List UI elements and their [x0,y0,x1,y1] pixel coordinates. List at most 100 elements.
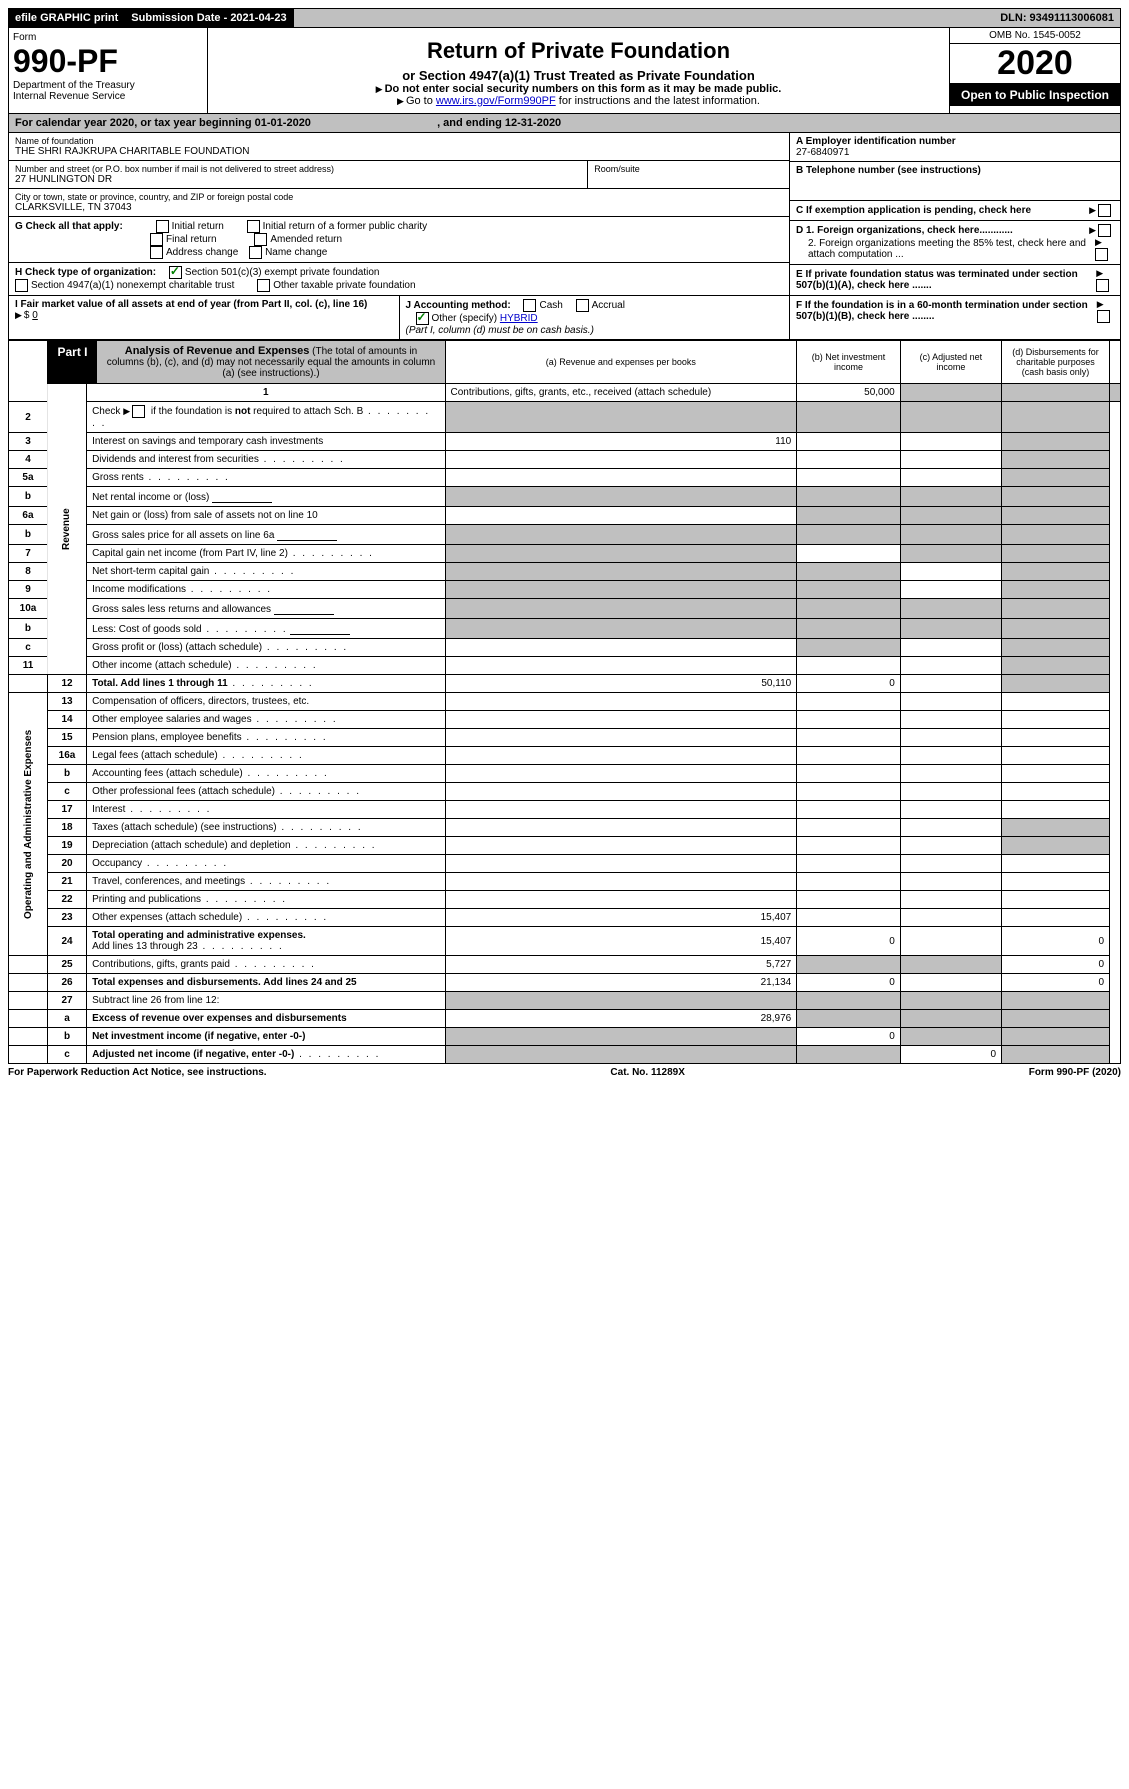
chk-addr-change[interactable] [150,246,163,259]
form-label: Form [13,32,203,43]
table-row: 14Other employee salaries and wages [9,711,1121,729]
chk-4947[interactable] [15,279,28,292]
chk-initial[interactable] [156,220,169,233]
table-row: aExcess of revenue over expenses and dis… [9,1010,1121,1028]
open-public: Open to Public Inspection [950,84,1120,106]
table-row: 26Total expenses and disbursements. Add … [9,974,1121,992]
irs-label: Internal Revenue Service [13,91,203,102]
tax-year: 2020 [950,44,1120,84]
table-row: Operating and Administrative Expenses 13… [9,693,1121,711]
table-row: bGross sales price for all assets on lin… [9,525,1121,545]
irs-link[interactable]: www.irs.gov/Form990PF [436,95,556,107]
hybrid-link[interactable]: HYBRID [500,313,538,324]
chk-other-tax[interactable] [257,279,270,292]
section-f: F If the foundation is in a 60-month ter… [790,296,1120,326]
phone-cell: B Telephone number (see instructions) [790,162,1120,201]
chk-f[interactable] [1097,310,1110,323]
table-row: bLess: Cost of goods sold [9,619,1121,639]
calendar-year-row: For calendar year 2020, or tax year begi… [9,114,1120,133]
form-subtitle: or Section 4947(a)(1) Trust Treated as P… [214,68,943,83]
table-row: 18Taxes (attach schedule) (see instructi… [9,819,1121,837]
form-title: Return of Private Foundation [214,38,943,64]
section-e: E If private foundation status was termi… [790,265,1120,296]
chk-c[interactable] [1098,204,1111,217]
table-row: bNet investment income (if negative, ent… [9,1028,1121,1046]
header-left: Form 990-PF Department of the Treasury I… [9,28,208,113]
footer: For Paperwork Reduction Act Notice, see … [8,1064,1121,1081]
ein-cell: A Employer identification number 27-6840… [790,133,1120,162]
table-row: 3Interest on savings and temporary cash … [9,433,1121,451]
table-row: 27Subtract line 26 from line 12: [9,992,1121,1010]
info-section: For calendar year 2020, or tax year begi… [8,114,1121,340]
table-row: Revenue 1 Contributions, gifts, grants, … [9,384,1121,402]
part1-title: Analysis of Revenue and Expenses (The to… [97,341,444,383]
submission-date: Submission Date - 2021-04-23 [125,9,293,27]
chk-501c3[interactable] [169,266,182,279]
table-row: 12Total. Add lines 1 through 1150,1100 [9,675,1121,693]
chk-final[interactable] [150,233,163,246]
efile-label[interactable]: efile GRAPHIC print [9,9,125,27]
chk-e[interactable] [1096,279,1109,292]
footer-left: For Paperwork Reduction Act Notice, see … [8,1067,267,1078]
table-row: 22Printing and publications [9,891,1121,909]
chk-initial-former[interactable] [247,220,260,233]
expenses-side-label: Operating and Administrative Expenses [9,693,48,956]
dln: DLN: 93491113006081 [994,9,1120,27]
table-row: 19Depreciation (attach schedule) and dep… [9,837,1121,855]
section-c: C If exemption application is pending, c… [790,201,1120,221]
form-header: Form 990-PF Department of the Treasury I… [8,28,1121,114]
chk-d1[interactable] [1098,224,1111,237]
table-row: 25Contributions, gifts, grants paid5,727… [9,956,1121,974]
section-h: H Check type of organization: Section 50… [9,263,789,296]
table-row: 9Income modifications [9,581,1121,599]
address-cell: Number and street (or P.O. box number if… [9,161,587,189]
table-row: 4Dividends and interest from securities [9,451,1121,469]
chk-accrual[interactable] [576,299,589,312]
table-row: 24Total operating and administrative exp… [9,927,1121,956]
col-c-header: (c) Adjusted net income [900,341,1001,384]
col-a-header: (a) Revenue and expenses per books [445,341,797,384]
part1-tag: Part I [47,341,97,383]
info-side: A Employer identification number 27-6840… [789,133,1120,339]
part1-table: Part I Analysis of Revenue and Expenses … [8,340,1121,1064]
room-cell: Room/suite [587,161,789,189]
table-row: 10aGross sales less returns and allowanc… [9,599,1121,619]
omb-number: OMB No. 1545-0052 [950,28,1120,44]
section-i: I Fair market value of all assets at end… [9,296,399,339]
section-g: G Check all that apply: Initial return I… [9,217,789,263]
chk-name-change[interactable] [249,246,262,259]
table-row: cOther professional fees (attach schedul… [9,783,1121,801]
table-row: 17Interest [9,801,1121,819]
form-number: 990-PF [13,43,203,80]
table-row: 16aLegal fees (attach schedule) [9,747,1121,765]
info-main: Name of foundation THE SHRI RAJKRUPA CHA… [9,133,789,339]
city-cell: City or town, state or province, country… [9,189,789,217]
chk-sch-b[interactable] [132,405,145,418]
table-row: 11Other income (attach schedule) [9,657,1121,675]
footer-mid: Cat. No. 11289X [610,1067,684,1078]
table-row: 5aGross rents [9,469,1121,487]
dept-label: Department of the Treasury [13,80,203,91]
table-row: 7Capital gain net income (from Part IV, … [9,545,1121,563]
table-row: 6aNet gain or (loss) from sale of assets… [9,507,1121,525]
table-row: bNet rental income or (loss) [9,487,1121,507]
footer-right: Form 990-PF (2020) [1029,1067,1121,1078]
col-b-header: (b) Net investment income [797,341,901,384]
note-2: Go to www.irs.gov/Form990PF for instruct… [214,95,943,107]
table-row: 20Occupancy [9,855,1121,873]
table-row: 23Other expenses (attach schedule)15,407 [9,909,1121,927]
header-center: Return of Private Foundation or Section … [208,28,949,113]
header-right: OMB No. 1545-0052 2020 Open to Public In… [949,28,1120,113]
table-row: cAdjusted net income (if negative, enter… [9,1046,1121,1064]
table-row: 15Pension plans, employee benefits [9,729,1121,747]
top-bar: efile GRAPHIC print Submission Date - 20… [8,8,1121,28]
chk-amended[interactable] [254,233,267,246]
col-d-header: (d) Disbursements for charitable purpose… [1002,341,1110,384]
table-row: bAccounting fees (attach schedule) [9,765,1121,783]
chk-cash[interactable] [523,299,536,312]
table-row: 8Net short-term capital gain [9,563,1121,581]
section-d: D 1. Foreign organizations, check here..… [790,221,1120,265]
chk-other-method[interactable] [416,312,429,325]
chk-d2[interactable] [1095,248,1108,261]
table-row: cGross profit or (loss) (attach schedule… [9,639,1121,657]
